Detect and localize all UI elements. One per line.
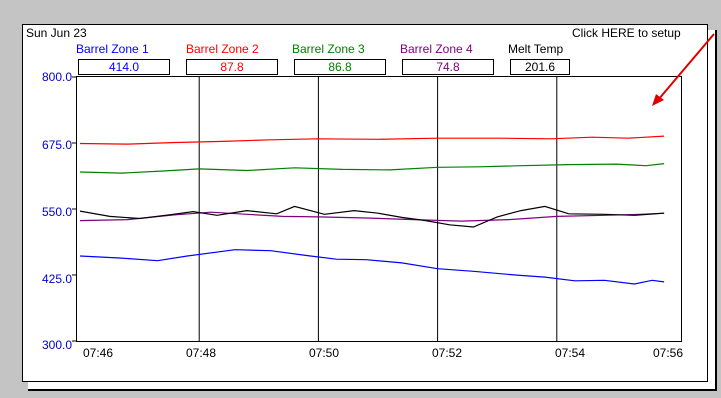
x-tick-label: 07:56 bbox=[652, 346, 684, 360]
setup-link[interactable]: Click HERE to setup bbox=[572, 26, 681, 40]
arrow-head-icon bbox=[652, 94, 664, 106]
legend-label-barrel-zone-3: Barrel Zone 3 bbox=[292, 42, 365, 56]
y-tick-label: 800.0 bbox=[41, 70, 72, 84]
plot-area bbox=[76, 76, 682, 342]
legend-value-barrel-zone-3[interactable]: 86.8 bbox=[294, 59, 386, 75]
y-tick-label: 425.0 bbox=[41, 272, 72, 286]
series-line-barrel-zone-3 bbox=[79, 163, 665, 174]
legend-value-barrel-zone-1[interactable]: 414.0 bbox=[78, 59, 170, 75]
y-tick-label: 675.0 bbox=[41, 138, 72, 152]
x-tick-label: 07:54 bbox=[554, 346, 586, 360]
arrow-icon bbox=[657, 33, 715, 101]
legend-value-barrel-zone-2[interactable]: 87.8 bbox=[186, 59, 278, 75]
x-tick-label: 07:46 bbox=[82, 346, 114, 360]
date-label: Sun Jun 23 bbox=[26, 26, 87, 40]
legend-value-barrel-zone-4[interactable]: 74.8 bbox=[402, 59, 494, 75]
x-tick-label: 07:48 bbox=[185, 346, 217, 360]
x-tick-label: 07:50 bbox=[308, 346, 340, 360]
series-line-barrel-zone-2 bbox=[79, 135, 665, 145]
x-tick-label: 07:52 bbox=[431, 346, 463, 360]
series-line-melt-temp bbox=[79, 205, 665, 228]
series-line-barrel-zone-4 bbox=[79, 211, 665, 222]
series-line-barrel-zone-1 bbox=[79, 249, 665, 285]
legend-label-barrel-zone-4: Barrel Zone 4 bbox=[400, 42, 473, 56]
y-tick-label: 550.0 bbox=[41, 205, 72, 219]
legend-value-melt-temp[interactable]: 201.6 bbox=[510, 59, 570, 75]
y-tick-label: 300.0 bbox=[41, 338, 72, 352]
legend-label-barrel-zone-1: Barrel Zone 1 bbox=[76, 42, 149, 56]
legend-label-melt-temp: Melt Temp bbox=[508, 42, 564, 56]
legend-label-barrel-zone-2: Barrel Zone 2 bbox=[186, 42, 259, 56]
